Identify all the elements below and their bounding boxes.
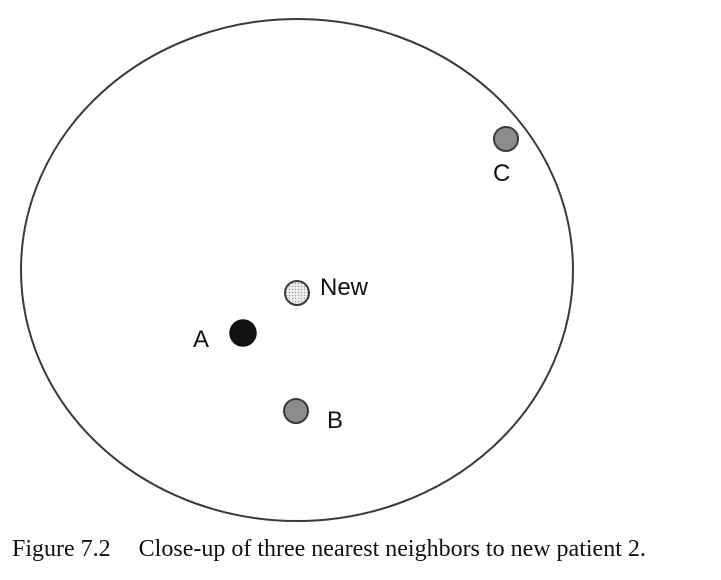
figure-number: Figure 7.2: [12, 536, 111, 562]
point-a-marker: [229, 319, 257, 347]
point-b-marker: [283, 398, 309, 424]
point-a-label: A: [193, 326, 209, 353]
neighbors-diagram: New A B C: [20, 18, 574, 522]
point-c-label: C: [493, 160, 510, 187]
caption-text: Close-up of three nearest neighbors to n…: [138, 536, 646, 562]
point-new-marker: [284, 280, 310, 306]
diagram-canvas: New A B C: [20, 18, 574, 522]
figure-caption: Figure 7.2 Close-up of three nearest neig…: [12, 536, 718, 563]
point-b-label: B: [327, 407, 343, 434]
neighborhood-circle: [20, 18, 574, 522]
point-new-label: New: [320, 274, 369, 301]
point-c-marker: [493, 126, 519, 152]
